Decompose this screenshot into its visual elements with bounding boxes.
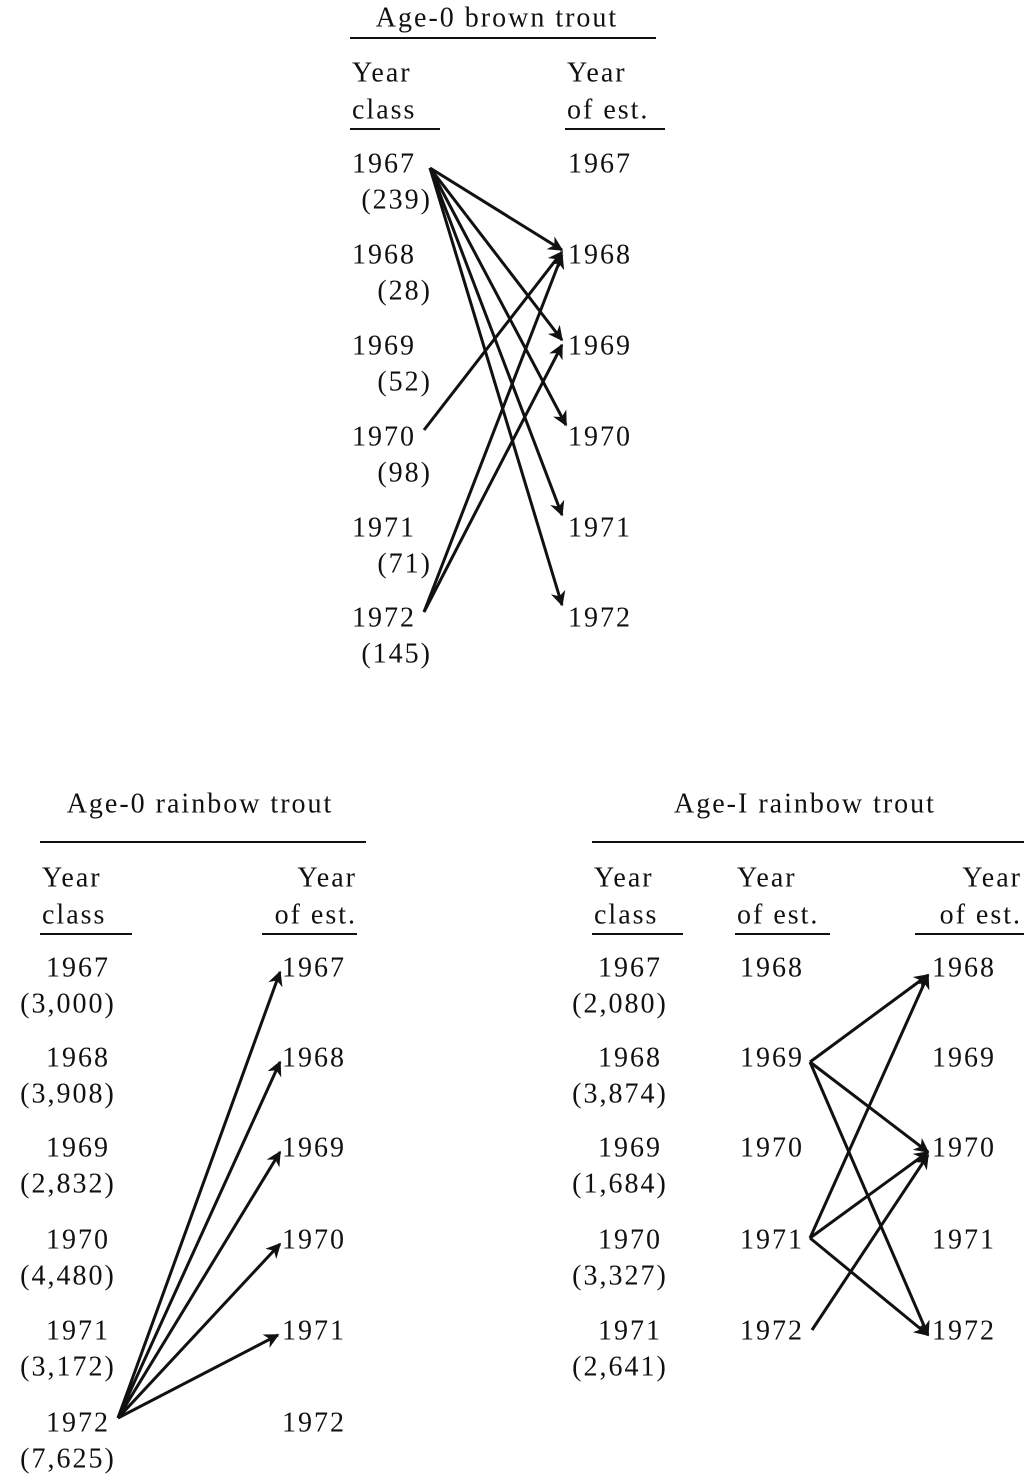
year-label: 1970: [568, 421, 632, 452]
year-label: 1969: [932, 1042, 996, 1073]
arrow: [809, 1236, 930, 1337]
panel-title: Age-0 rainbow trout: [67, 788, 334, 819]
year-label: 1971: [46, 1315, 110, 1346]
arrow: [422, 343, 564, 613]
year-label: 1968: [46, 1042, 110, 1073]
count-label: (1,684): [572, 1168, 668, 1199]
year-label: 1967: [352, 148, 416, 179]
column-header: Year: [962, 862, 1022, 893]
year-label: 1970: [932, 1132, 996, 1163]
year-label: 1969: [282, 1132, 346, 1163]
year-label: 1971: [932, 1224, 996, 1255]
year-label: 1967: [598, 952, 662, 983]
year-label: 1967: [568, 148, 632, 179]
year-label: 1968: [352, 239, 416, 270]
count-label: (3,908): [20, 1078, 116, 1109]
year-label: 1971: [568, 512, 632, 543]
year-label: 1969: [46, 1132, 110, 1163]
column-header: class: [352, 94, 416, 125]
column-header: of est.: [737, 899, 819, 930]
count-label: (52): [377, 366, 432, 397]
arrow: [428, 167, 564, 342]
count-label: (28): [377, 275, 432, 306]
arrow: [428, 167, 566, 607]
column-header: Year: [594, 862, 654, 893]
year-label: 1971: [740, 1224, 804, 1255]
arrow: [809, 973, 930, 1064]
column-header: Year: [567, 57, 627, 88]
arrow: [117, 1333, 280, 1420]
year-label: 1970: [740, 1132, 804, 1163]
column-header: class: [42, 899, 106, 930]
count-label: (98): [377, 457, 432, 488]
column-header: Year: [737, 862, 797, 893]
arrow: [429, 166, 564, 252]
count-label: (71): [377, 548, 432, 579]
year-label: 1971: [352, 512, 416, 543]
count-label: (2,080): [572, 988, 668, 1019]
year-label: 1969: [568, 330, 632, 361]
arrow: [422, 253, 565, 613]
count-label: (3,172): [20, 1351, 116, 1382]
arrow: [116, 1150, 282, 1419]
year-label: 1967: [46, 952, 110, 983]
year-label: 1970: [46, 1224, 110, 1255]
year-label: 1968: [282, 1042, 346, 1073]
arrow: [428, 167, 565, 517]
year-label: 1968: [740, 952, 804, 983]
arrow: [422, 250, 564, 431]
arrow: [116, 970, 283, 1419]
year-label: 1968: [932, 952, 996, 983]
year-label: 1968: [568, 239, 632, 270]
column-header: of est.: [940, 899, 1022, 930]
panel-title: Age-I rainbow trout: [674, 788, 936, 819]
column-header: class: [594, 899, 658, 930]
arrow: [808, 1061, 930, 1337]
year-label: 1970: [352, 421, 416, 452]
year-label: 1969: [740, 1042, 804, 1073]
year-label: 1972: [740, 1315, 804, 1346]
column-header: of est.: [275, 899, 357, 930]
year-label: 1972: [568, 602, 632, 633]
count-label: (7,625): [20, 1443, 116, 1474]
panel-title: Age-0 brown trout: [376, 2, 618, 33]
column-header: of est.: [567, 94, 649, 125]
year-label: 1972: [352, 602, 416, 633]
column-header: Year: [297, 862, 357, 893]
arrow: [810, 1153, 930, 1331]
arrow: [116, 1242, 282, 1420]
count-label: (239): [361, 184, 432, 215]
year-label: 1969: [352, 330, 416, 361]
year-label: 1971: [598, 1315, 662, 1346]
year-label: 1972: [932, 1315, 996, 1346]
count-label: (2,641): [572, 1351, 668, 1382]
year-label: 1968: [598, 1042, 662, 1073]
year-label: 1971: [282, 1315, 346, 1346]
year-label: 1969: [598, 1132, 662, 1163]
arrow: [116, 1060, 282, 1419]
count-label: (3,874): [572, 1078, 668, 1109]
count-label: (3,327): [572, 1260, 668, 1291]
count-label: (145): [361, 638, 432, 669]
arrow: [808, 973, 930, 1239]
year-label: 1970: [598, 1224, 662, 1255]
year-label: 1967: [282, 952, 346, 983]
year-label: 1972: [282, 1407, 346, 1438]
count-label: (3,000): [20, 988, 116, 1019]
count-label: (4,480): [20, 1260, 116, 1291]
year-label: 1972: [46, 1407, 110, 1438]
column-header: Year: [352, 57, 412, 88]
arrow: [809, 1150, 930, 1240]
column-header: Year: [42, 862, 102, 893]
count-label: (2,832): [20, 1168, 116, 1199]
year-label: 1970: [282, 1224, 346, 1255]
